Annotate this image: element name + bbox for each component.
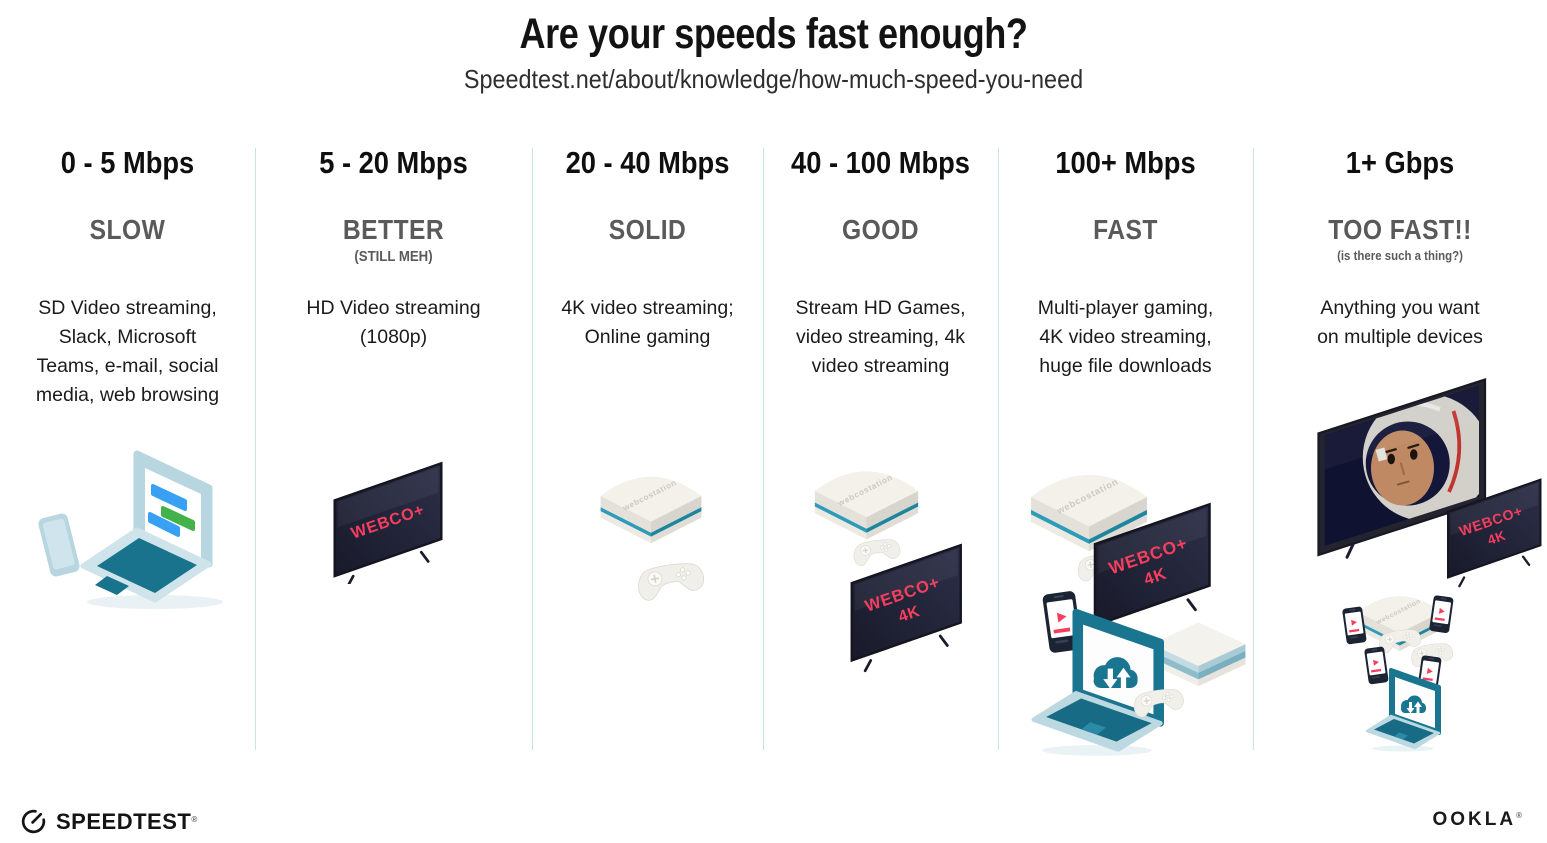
rating-label: SOLID bbox=[608, 214, 687, 245]
trademark-symbol: ® bbox=[1516, 810, 1525, 820]
game-console-icon bbox=[600, 476, 702, 544]
laptop-chat-illustration bbox=[35, 450, 245, 625]
tv-icon bbox=[335, 463, 442, 584]
header: Are your speeds fast enough? Speedtest.n… bbox=[0, 10, 1547, 95]
rating-note bbox=[15, 248, 239, 268]
console-tv-illustration bbox=[795, 446, 1005, 713]
column-slow: 0 - 5 Mbps SLOW SD Video streaming, Slac… bbox=[0, 145, 255, 410]
speed-range-heading: 1+ Gbps bbox=[1345, 145, 1455, 180]
rating-note bbox=[1013, 248, 1237, 268]
speed-columns: 0 - 5 Mbps SLOW SD Video streaming, Slac… bbox=[0, 145, 1547, 410]
controller-icon bbox=[634, 558, 707, 603]
speed-range-heading: 40 - 100 Mbps bbox=[791, 145, 970, 180]
page-subtitle-url: Speedtest.net/about/knowledge/how-much-s… bbox=[463, 64, 1084, 94]
column-fast: 100+ Mbps FAST Multi-player gaming, 4K v… bbox=[998, 145, 1253, 410]
column-divider bbox=[1253, 148, 1254, 750]
rating-note: (STILL MEH) bbox=[354, 248, 433, 265]
usage-description: Anything you want on multiple devices bbox=[1317, 297, 1483, 348]
console-illustration bbox=[585, 452, 735, 632]
trademark-symbol: ® bbox=[191, 815, 198, 825]
laptop-icon bbox=[36, 454, 223, 609]
usage-description: HD Video streaming (1080p) bbox=[306, 297, 481, 348]
column-divider bbox=[763, 148, 764, 750]
rating-label: GOOD bbox=[841, 214, 920, 245]
game-console-icon bbox=[814, 471, 919, 540]
rating-note bbox=[546, 248, 749, 268]
rating-label: BETTER bbox=[342, 214, 445, 245]
speedtest-logo: SPEEDTEST® bbox=[20, 808, 197, 835]
speed-range-heading: 0 - 5 Mbps bbox=[60, 145, 195, 180]
column-solid: 20 - 40 Mbps SOLID 4K video streaming; O… bbox=[532, 145, 763, 410]
page-title: Are your speeds fast enough? bbox=[519, 10, 1028, 58]
column-divider bbox=[255, 148, 256, 750]
column-good: 40 - 100 Mbps GOOD Stream HD Games, vide… bbox=[763, 145, 998, 410]
controller-icon bbox=[851, 536, 903, 568]
usage-description: SD Video streaming, Slack, Microsoft Tea… bbox=[35, 297, 220, 406]
rating-label: TOO FAST!! bbox=[1328, 214, 1472, 245]
smartphone-video-icon bbox=[1428, 595, 1454, 634]
tv-4k-icon bbox=[852, 545, 961, 671]
multi-device-illustration bbox=[1012, 443, 1252, 783]
usage-description: Stream HD Games, video streaming, 4k vid… bbox=[795, 297, 966, 377]
rating-note bbox=[777, 248, 984, 268]
usage-description: Multi-player gaming, 4K video streaming,… bbox=[1037, 297, 1214, 377]
column-better: 5 - 20 Mbps BETTER (STILL MEH) HD Video … bbox=[255, 145, 532, 410]
usage-description: 4K video streaming; Online gaming bbox=[561, 297, 734, 348]
game-console-icon bbox=[1357, 596, 1442, 651]
ookla-wordmark: OOKLA bbox=[1432, 809, 1517, 830]
rating-label: FAST bbox=[1093, 214, 1158, 245]
speed-range-heading: 20 - 40 Mbps bbox=[565, 145, 730, 180]
hd-tv-illustration bbox=[330, 460, 446, 589]
speedtest-wordmark: SPEEDTEST bbox=[56, 808, 192, 834]
column-too-fast: 1+ Gbps TOO FAST!! (is there such a thin… bbox=[1253, 145, 1547, 410]
column-divider bbox=[998, 148, 999, 750]
rating-label: SLOW bbox=[89, 214, 166, 245]
speedtest-gauge-icon bbox=[21, 809, 46, 834]
speed-range-heading: 5 - 20 Mbps bbox=[319, 145, 468, 180]
media-box-icon bbox=[1151, 622, 1246, 687]
everything-illustration bbox=[1298, 371, 1547, 786]
speed-range-heading: 100+ Mbps bbox=[1055, 145, 1196, 180]
column-divider bbox=[532, 148, 533, 750]
rating-note: (is there such a thing?) bbox=[1337, 248, 1463, 263]
ookla-logo: OOKLA® bbox=[1432, 809, 1525, 831]
